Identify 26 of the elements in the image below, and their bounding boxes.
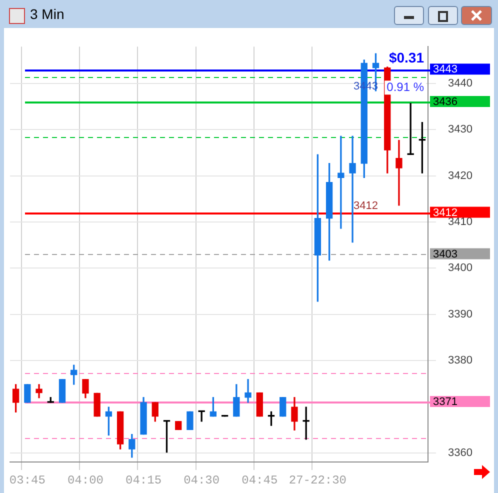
ref-line-label: 3443 — [433, 64, 458, 76]
x-tick-label: 04:30 — [184, 473, 220, 488]
annotation: $0.31 — [388, 49, 424, 66]
x-tick-label: 27-22:30 — [288, 473, 346, 488]
y-tick-label: 3390 — [448, 308, 472, 320]
x-tick-label: 04:15 — [126, 473, 162, 488]
y-tick-label: 3430 — [448, 124, 472, 136]
x-tick-label: 04:45 — [242, 473, 278, 488]
ref-line-label: 3403 — [433, 248, 458, 260]
annotation: 0.91 % — [386, 80, 424, 94]
y-tick-label: 3420 — [448, 170, 472, 182]
y-tick-label: 3400 — [448, 262, 472, 274]
chart-title: 3 Min — [30, 6, 64, 22]
candlestick — [396, 140, 402, 206]
ref-line-label: 3371 — [433, 396, 458, 408]
y-tick-label: 3360 — [448, 446, 472, 459]
y-tick-label: 3410 — [448, 216, 472, 228]
x-tick-label: 04:00 — [67, 473, 104, 488]
candlestick — [244, 379, 252, 403]
ref-line-label: 3412 — [433, 206, 458, 219]
annotation: 3412 — [354, 200, 378, 212]
candlestick — [349, 136, 356, 243]
ref-line-label: 3436 — [433, 96, 458, 108]
y-tick-label: 3440 — [448, 78, 472, 90]
x-tick-label: 03:45 — [9, 473, 46, 488]
y-tick-label: 3380 — [448, 354, 472, 366]
